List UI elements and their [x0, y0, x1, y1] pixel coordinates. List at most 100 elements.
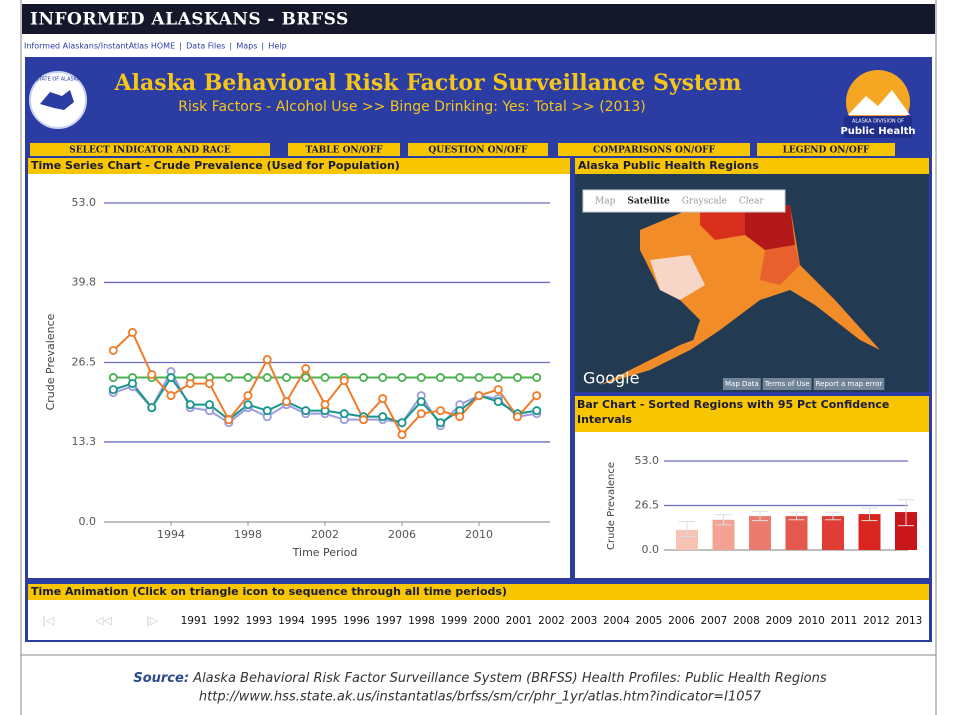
data-point: [418, 374, 425, 381]
year-option[interactable]: 1992: [213, 615, 240, 627]
link-sep: |: [229, 42, 232, 51]
anim-play[interactable]: |▷: [146, 614, 159, 627]
bar: [822, 516, 844, 550]
nav-link[interactable]: Data Files: [186, 42, 225, 51]
button-label[interactable]: TABLE ON/OFF: [305, 146, 383, 156]
y-tick-label: 0.0: [79, 515, 97, 528]
button-bar: SELECT INDICATOR AND RACE TABLE ON/OFF QUE…: [30, 143, 895, 156]
data-point: [244, 401, 251, 408]
x-tick-label: 2006: [388, 528, 416, 541]
anim-back[interactable]: ◁◁: [95, 614, 112, 627]
x-tick-label: 1998: [234, 528, 262, 541]
data-point: [129, 380, 136, 387]
map-mode[interactable]: Map: [595, 197, 616, 207]
panel-title-box: Bar Chart - Sorted Regions with 95 Pct C…: [577, 397, 927, 431]
data-point: [225, 374, 232, 381]
data-point: [302, 374, 309, 381]
map-mode[interactable]: Clear: [739, 197, 764, 207]
nav-link[interactable]: Informed Alaskans/InstantAtlas HOME: [24, 42, 175, 51]
year-option[interactable]: 2009: [766, 615, 793, 627]
year-option[interactable]: 1998: [408, 615, 435, 627]
seal-text: STATE OF ALASKA: [36, 77, 81, 83]
data-point: [533, 407, 540, 414]
x-tick-label: 2010: [465, 528, 493, 541]
year-option[interactable]: 2003: [571, 615, 598, 627]
data-point: [398, 431, 405, 438]
data-point: [110, 374, 117, 381]
year-option[interactable]: 1994: [278, 615, 305, 627]
year-option[interactable]: 2007: [701, 615, 728, 627]
map-footer-link[interactable]: Report a map error: [816, 380, 883, 388]
year-option[interactable]: 1995: [311, 615, 338, 627]
data-point: [533, 392, 540, 399]
data-point: [456, 413, 463, 420]
year-option[interactable]: 2002: [538, 615, 565, 627]
y-tick-label: 26.5: [635, 499, 660, 512]
data-point: [110, 386, 117, 393]
map-footer-link[interactable]: Map Data: [725, 380, 759, 388]
year-option[interactable]: 1996: [343, 615, 370, 627]
map-mode[interactable]: Grayscale: [682, 197, 727, 207]
data-point: [514, 413, 521, 420]
link-sep: |: [179, 42, 182, 51]
year-option[interactable]: 2004: [603, 615, 630, 627]
data-point: [244, 392, 251, 399]
button-label[interactable]: COMPARISONS ON/OFF: [593, 146, 716, 156]
data-point: [187, 401, 194, 408]
y-axis-label: Crude Prevalence: [44, 313, 57, 410]
data-point: [302, 365, 309, 372]
data-point: [495, 398, 502, 405]
y-axis-label: Crude Prevalence: [606, 462, 617, 550]
year-option[interactable]: 2001: [506, 615, 533, 627]
data-point: [495, 386, 502, 393]
data-point: [302, 407, 309, 414]
year-option[interactable]: 1997: [376, 615, 403, 627]
year-option[interactable]: 2000: [473, 615, 500, 627]
data-point: [495, 374, 502, 381]
year-option[interactable]: 2006: [668, 615, 695, 627]
year-option[interactable]: 1999: [441, 615, 468, 627]
map-footer-link[interactable]: Terms of Use: [764, 380, 810, 388]
data-point: [244, 374, 251, 381]
year-option[interactable]: 2005: [636, 615, 663, 627]
data-point: [514, 374, 521, 381]
data-point: [283, 398, 290, 405]
map-mode[interactable]: Satellite: [627, 197, 670, 207]
y-tick-label: 53.0: [635, 454, 660, 467]
data-point: [475, 392, 482, 399]
data-point: [398, 419, 405, 426]
anim-first[interactable]: |◁: [42, 614, 55, 627]
year-option[interactable]: 1993: [246, 615, 273, 627]
year-option[interactable]: 2012: [863, 615, 890, 627]
bar: [749, 516, 771, 550]
link-sep: |: [261, 42, 264, 51]
data-point: [321, 401, 328, 408]
data-point: [475, 374, 482, 381]
year-option[interactable]: 2010: [798, 615, 825, 627]
year-option[interactable]: 1991: [181, 615, 208, 627]
ph-logo-text: Public Health: [840, 126, 915, 137]
y-tick-label: 39.8: [72, 275, 97, 288]
panel-title: Bar Chart - Sorted Regions with 95 Pct C…: [577, 397, 927, 427]
nav-link[interactable]: Maps: [236, 42, 257, 51]
year-option[interactable]: 2011: [831, 615, 858, 627]
year-option[interactable]: 2013: [896, 615, 923, 627]
data-point: [379, 413, 386, 420]
button-label[interactable]: SELECT INDICATOR AND RACE: [69, 146, 231, 156]
button-label[interactable]: LEGEND ON/OFF: [783, 146, 870, 156]
page: Informed Alaskans - BRFSS Informed Alask…: [0, 0, 959, 715]
data-point: [264, 356, 271, 363]
data-point: [110, 347, 117, 354]
x-tick-label: 2002: [311, 528, 339, 541]
bar: [786, 516, 808, 550]
year-option[interactable]: 2008: [733, 615, 760, 627]
button-label[interactable]: QUESTION ON/OFF: [428, 146, 528, 156]
data-point: [360, 374, 367, 381]
screen: Informed Alaskans - BRFSS Informed Alask…: [0, 0, 959, 715]
nav-link[interactable]: Help: [268, 42, 286, 51]
source-label: Source:: [133, 671, 189, 686]
data-point: [264, 407, 271, 414]
data-point: [456, 374, 463, 381]
data-point: [379, 395, 386, 402]
data-point: [341, 377, 348, 384]
